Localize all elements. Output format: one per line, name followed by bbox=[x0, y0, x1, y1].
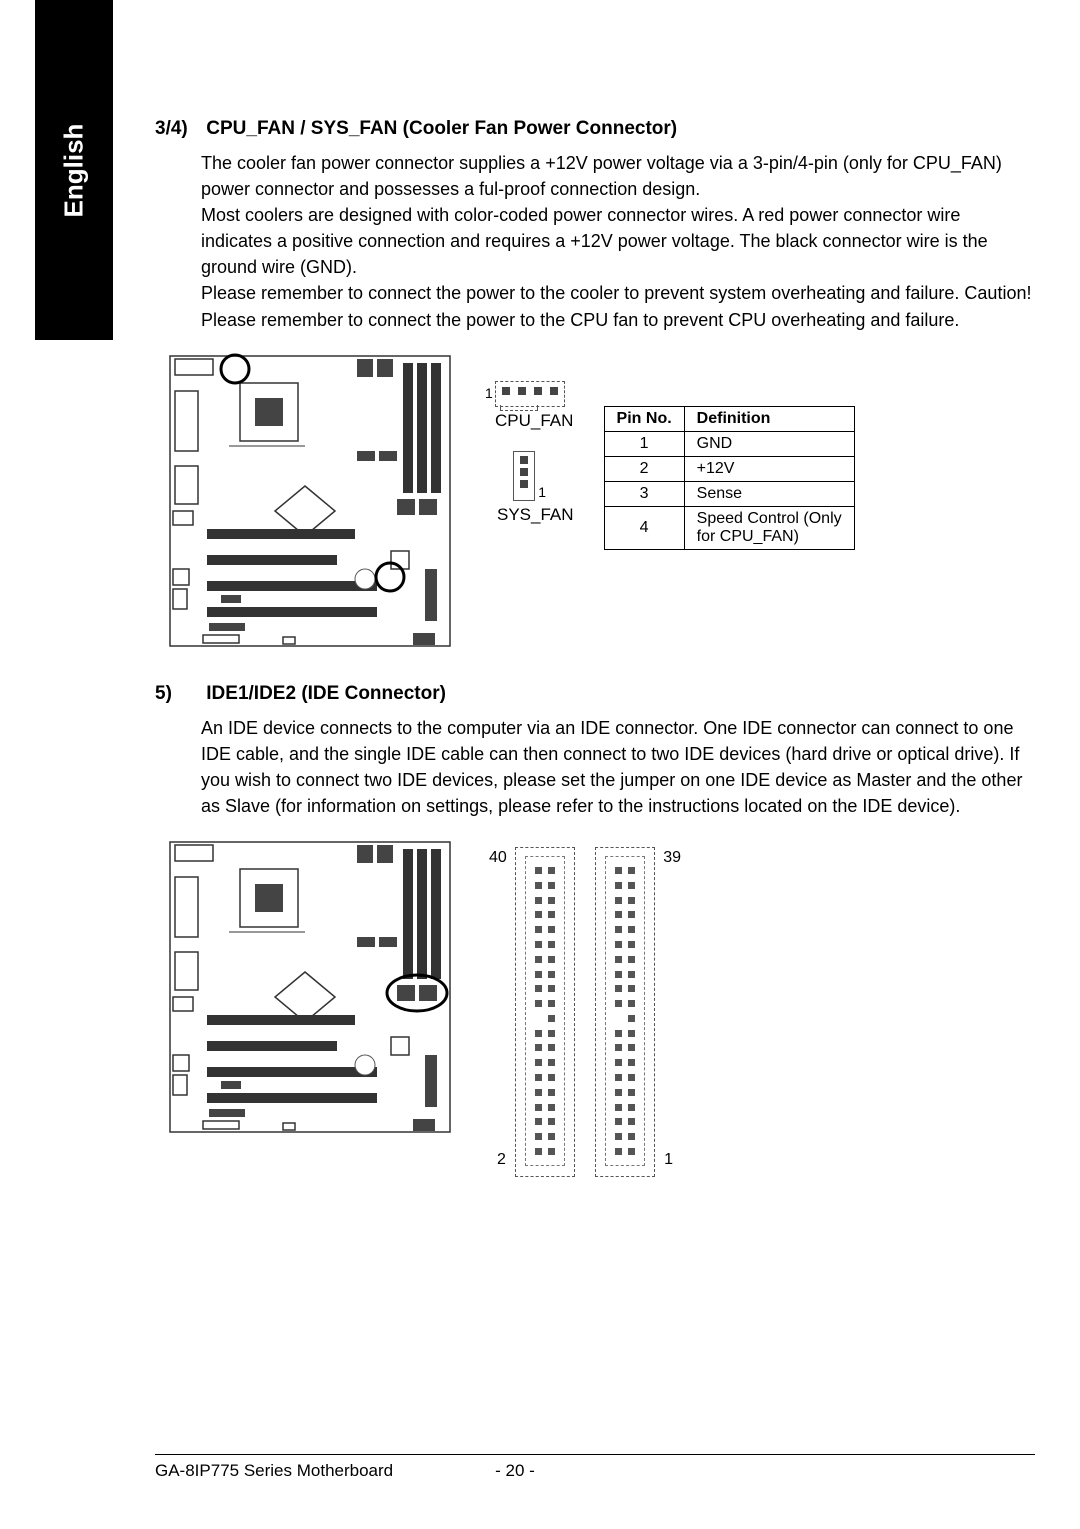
section-34-body: The cooler fan power connector supplies … bbox=[201, 150, 1035, 333]
cpu-fan-connector-icon bbox=[495, 381, 565, 407]
page-content: 3/4) CPU_FAN / SYS_FAN (Cooler Fan Power… bbox=[155, 118, 1035, 1177]
fan-connector-column: 1 CPU_FAN 1 SYS_FAN bbox=[495, 351, 574, 545]
table-row: 3 Sense bbox=[604, 481, 854, 506]
cpu-fan-label: CPU_FAN bbox=[495, 411, 574, 431]
cell-pinno: 3 bbox=[604, 481, 684, 506]
sidebar-language-label: English bbox=[59, 123, 90, 217]
table-row: 1 GND bbox=[604, 431, 854, 456]
sys-fan-connector-icon: 1 bbox=[513, 451, 535, 501]
col-definition: Definition bbox=[684, 406, 854, 431]
section-5: 5) IDE1/IDE2 (IDE Connector) An IDE devi… bbox=[155, 683, 1035, 1177]
section-34-heading: 3/4) CPU_FAN / SYS_FAN (Cooler Fan Power… bbox=[155, 118, 1035, 140]
fan-pin-table: Pin No. Definition 1 GND 2 +12V 3 Sense … bbox=[604, 406, 855, 550]
section-34-para-4: Please remember to connect the power to … bbox=[201, 307, 1035, 333]
section-34-number: 3/4) bbox=[155, 118, 201, 140]
language-sidebar: English bbox=[35, 0, 113, 340]
cell-def: +12V bbox=[684, 456, 854, 481]
table-row: 2 +12V bbox=[604, 456, 854, 481]
table-header-row: Pin No. Definition bbox=[604, 406, 854, 431]
section-5-diagram-row: 40 2 39 1 bbox=[155, 837, 1035, 1177]
footer-product-name: GA-8IP775 Series Motherboard bbox=[155, 1461, 465, 1481]
cpu-fan-pin1-label: 1 bbox=[485, 385, 493, 401]
section-34-para-2: Most coolers are designed with color-cod… bbox=[201, 202, 1035, 280]
page-footer: GA-8IP775 Series Motherboard - 20 - bbox=[155, 1454, 1035, 1481]
section-5-para: An IDE device connects to the computer v… bbox=[201, 715, 1035, 819]
section-34-para-3: Please remember to connect the power to … bbox=[201, 280, 1035, 306]
section-5-title: IDE1/IDE2 (IDE Connector) bbox=[206, 683, 446, 704]
ide1-pin40-label: 40 bbox=[489, 849, 507, 867]
section-34-title: CPU_FAN / SYS_FAN (Cooler Fan Power Conn… bbox=[206, 118, 677, 139]
cell-pinno: 1 bbox=[604, 431, 684, 456]
section-5-heading: 5) IDE1/IDE2 (IDE Connector) bbox=[155, 683, 1035, 705]
ide1-connector-icon bbox=[515, 847, 575, 1177]
ide2-pin1-label: 1 bbox=[664, 1151, 673, 1169]
motherboard-diagram-fan bbox=[165, 351, 455, 651]
section-5-body: An IDE device connects to the computer v… bbox=[201, 715, 1035, 819]
sys-fan-pin1-label: 1 bbox=[538, 484, 546, 500]
ide2-pin39-label: 39 bbox=[663, 849, 681, 867]
cell-pinno: 2 bbox=[604, 456, 684, 481]
sys-fan-label: SYS_FAN bbox=[497, 505, 574, 525]
section-5-number: 5) bbox=[155, 683, 201, 705]
section-34-para-1: The cooler fan power connector supplies … bbox=[201, 150, 1035, 202]
table-row: 4 Speed Control (Only for CPU_FAN) bbox=[604, 506, 854, 549]
cell-def: Sense bbox=[684, 481, 854, 506]
motherboard-diagram-ide bbox=[165, 837, 455, 1137]
cell-pinno: 4 bbox=[604, 506, 684, 549]
col-pinno: Pin No. bbox=[604, 406, 684, 431]
cell-def: Speed Control (Only for CPU_FAN) bbox=[684, 506, 854, 549]
footer-page-number: - 20 - bbox=[465, 1461, 565, 1481]
cell-def: GND bbox=[684, 431, 854, 456]
ide1-pin2-label: 2 bbox=[497, 1151, 506, 1169]
ide-connectors: 40 2 39 1 bbox=[515, 837, 655, 1177]
section-34-diagram-row: 1 CPU_FAN 1 SYS_FAN Pin No. Definition 1… bbox=[155, 351, 1035, 651]
ide2-connector-icon bbox=[595, 847, 655, 1177]
